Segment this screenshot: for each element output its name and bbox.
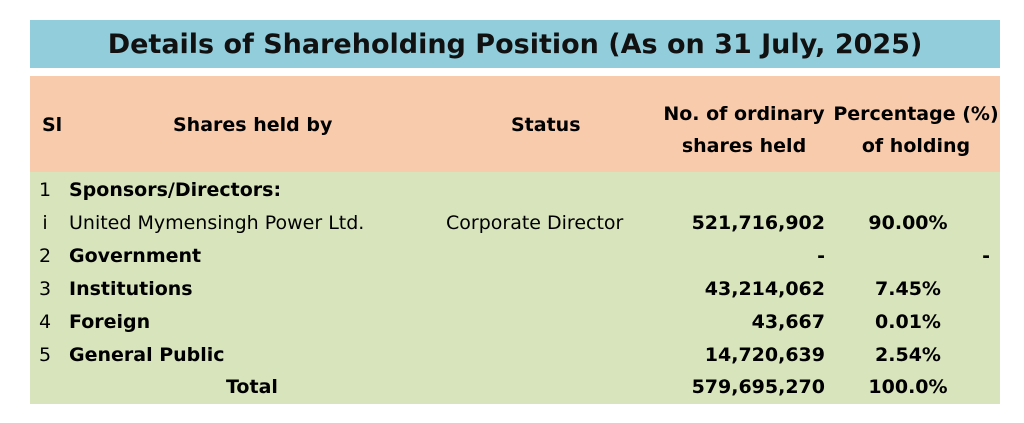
table-title: Details of Shareholding Position (As on …	[30, 20, 1000, 68]
header-percentage: Percentage (%) of holding	[828, 98, 1004, 162]
table-row: 3 Institutions 43,214,062 7.45%	[30, 273, 1000, 306]
row-sl: 1	[38, 179, 52, 201]
table-row: 4 Foreign 43,667 0.01%	[30, 306, 1000, 339]
row-held-by: United Mymensingh Power Ltd.	[69, 212, 365, 234]
row-held-by: Institutions	[69, 278, 193, 300]
table-body: 1 Sponsors/Directors: i United Mymensing…	[30, 172, 1000, 404]
header-percentage-line2: of holding	[861, 135, 971, 157]
row-sl: 5	[38, 344, 52, 366]
total-percentage: 100.0%	[868, 376, 948, 398]
row-shares: 521,716,902	[691, 212, 825, 234]
row-sl: 4	[38, 311, 52, 333]
row-sl: 3	[38, 278, 52, 300]
header-percentage-line1: Percentage (%)	[833, 103, 999, 125]
table-row: 1 Sponsors/Directors:	[30, 174, 1000, 207]
row-shares: 14,720,639	[704, 344, 825, 366]
row-percentage: -	[982, 245, 990, 267]
row-sl: i	[42, 212, 48, 234]
total-shares: 579,695,270	[691, 376, 825, 398]
table-header: Sl Shares held by Status No. of ordinary…	[30, 76, 1000, 172]
row-percentage: 7.45%	[875, 278, 941, 300]
table-row: 2 Government - -	[30, 240, 1000, 273]
row-percentage: 0.01%	[875, 311, 941, 333]
header-no-of-shares-line2: shares held	[681, 135, 807, 157]
header-sl: Sl	[42, 114, 63, 136]
row-percentage: 90.00%	[868, 212, 948, 234]
row-held-by: Foreign	[69, 311, 151, 333]
row-shares: 43,667	[751, 311, 825, 333]
header-no-of-shares: No. of ordinary shares held	[659, 98, 829, 162]
header-shares-held-by: Shares held by	[173, 114, 333, 136]
row-status: Corporate Director	[446, 212, 624, 234]
row-shares: -	[817, 245, 825, 267]
header-no-of-shares-line1: No. of ordinary	[663, 103, 825, 125]
total-row: Total 579,695,270 100.0%	[30, 371, 1000, 404]
table-row: i United Mymensingh Power Ltd. Corporate…	[30, 207, 1000, 240]
row-percentage: 2.54%	[875, 344, 941, 366]
row-sl: 2	[38, 245, 52, 267]
row-held-by: Government	[69, 245, 202, 267]
row-shares: 43,214,062	[704, 278, 825, 300]
header-status: Status	[511, 114, 581, 136]
row-held-by: Sponsors/Directors:	[69, 179, 282, 201]
total-label: Total	[226, 376, 278, 398]
row-held-by: General Public	[69, 344, 225, 366]
table-row: 5 General Public 14,720,639 2.54%	[30, 339, 1000, 372]
